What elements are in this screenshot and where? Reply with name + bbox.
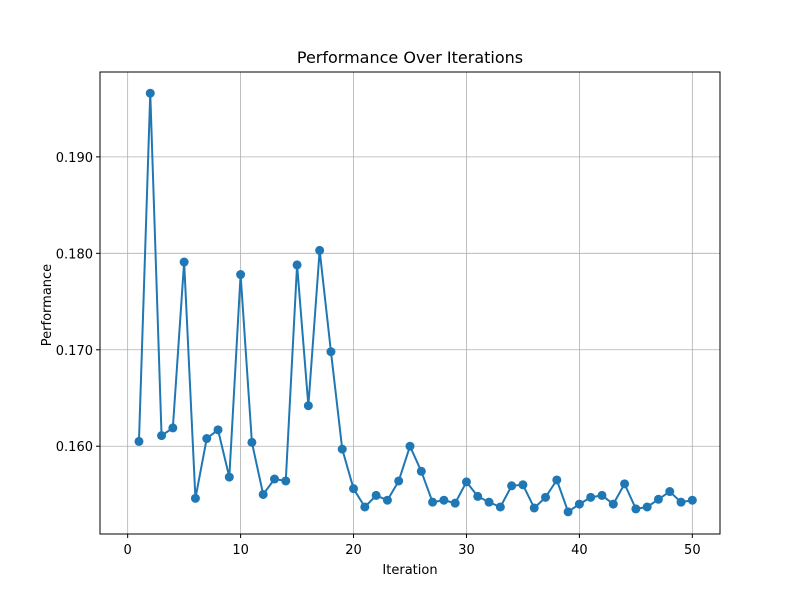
data-point-17 (315, 245, 325, 255)
data-point-26 (416, 466, 426, 476)
data-point-2 (145, 88, 155, 98)
data-point-43 (608, 499, 618, 509)
data-point-22 (371, 490, 381, 500)
data-point-3 (157, 431, 167, 441)
y-tick-label-3: 0.190 (56, 151, 93, 166)
y-tick-label-1: 0.170 (56, 344, 93, 359)
data-point-35 (518, 480, 528, 490)
data-point-25 (405, 441, 415, 451)
plot-frame (99, 71, 721, 535)
data-point-20 (349, 484, 359, 494)
y-tick-label-2: 0.180 (56, 247, 93, 262)
data-point-1 (134, 436, 144, 446)
data-point-4 (168, 423, 178, 433)
x-axis-label: Iteration (382, 563, 437, 578)
data-point-10 (236, 270, 246, 280)
data-point-21 (360, 502, 370, 512)
x-tick-label-1: 10 (232, 543, 249, 558)
data-point-48 (665, 487, 675, 497)
data-point-41 (586, 492, 596, 502)
y-tick-label-0: 0.160 (56, 440, 93, 455)
data-point-33 (495, 502, 505, 512)
x-tick-label-4: 40 (571, 543, 588, 558)
data-point-8 (213, 425, 223, 435)
chart-title: Performance Over Iterations (297, 48, 523, 67)
data-point-37 (541, 492, 551, 502)
data-point-18 (326, 347, 336, 357)
data-point-19 (337, 444, 347, 454)
data-point-23 (382, 495, 392, 505)
x-tick-label-5: 50 (684, 543, 701, 558)
data-point-34 (507, 481, 517, 491)
data-point-11 (247, 437, 257, 447)
data-point-45 (631, 504, 641, 514)
data-point-28 (439, 495, 449, 505)
data-point-5 (179, 257, 189, 267)
data-point-27 (428, 497, 438, 507)
data-point-31 (473, 491, 483, 501)
data-point-29 (450, 498, 460, 508)
x-tick-label-3: 30 (458, 543, 475, 558)
data-point-47 (653, 494, 663, 504)
data-point-16 (303, 401, 313, 411)
data-point-36 (529, 503, 539, 513)
data-point-7 (202, 434, 212, 444)
data-point-14 (281, 476, 291, 486)
data-point-15 (292, 260, 302, 270)
data-point-6 (190, 493, 200, 503)
x-tick-label-0: 0 (124, 543, 132, 558)
data-point-32 (484, 497, 494, 507)
data-point-13 (269, 474, 279, 484)
y-axis-label: Performance (40, 264, 55, 346)
data-point-39 (563, 507, 573, 517)
data-point-46 (642, 502, 652, 512)
x-tick-label-2: 20 (345, 543, 362, 558)
data-point-9 (224, 472, 234, 482)
data-point-40 (574, 499, 584, 509)
data-point-42 (597, 490, 607, 500)
data-point-24 (394, 476, 404, 486)
data-point-12 (258, 489, 268, 499)
data-point-38 (552, 475, 562, 485)
data-point-30 (461, 477, 471, 487)
data-point-44 (620, 479, 630, 489)
data-point-50 (687, 495, 697, 505)
grid-lines (100, 72, 720, 534)
data-point-49 (676, 497, 686, 507)
